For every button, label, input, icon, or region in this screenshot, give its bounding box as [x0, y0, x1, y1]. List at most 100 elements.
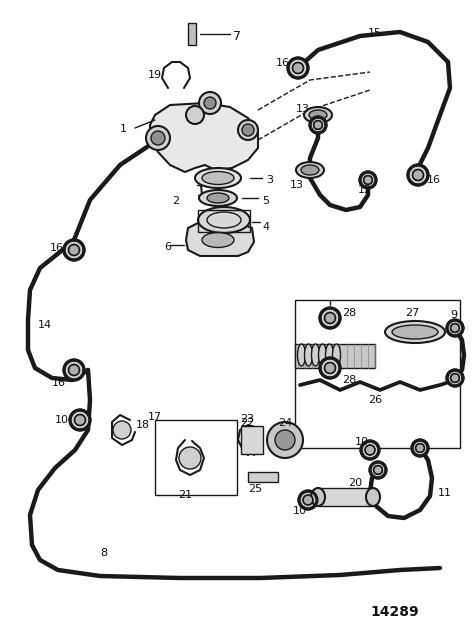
Circle shape	[64, 240, 84, 260]
Circle shape	[186, 106, 204, 124]
Ellipse shape	[392, 325, 438, 339]
Ellipse shape	[326, 344, 334, 366]
Text: 24: 24	[278, 418, 292, 428]
Text: 10: 10	[293, 506, 307, 516]
Text: 12: 12	[358, 185, 372, 195]
Circle shape	[303, 495, 313, 505]
Circle shape	[374, 466, 383, 475]
Polygon shape	[186, 222, 254, 256]
Text: 25: 25	[248, 484, 262, 494]
Ellipse shape	[207, 193, 229, 203]
Ellipse shape	[301, 165, 319, 175]
Circle shape	[204, 97, 216, 109]
Ellipse shape	[195, 168, 241, 188]
Ellipse shape	[385, 321, 445, 343]
Text: 16: 16	[50, 243, 64, 253]
Circle shape	[370, 462, 386, 478]
Ellipse shape	[202, 233, 234, 248]
Ellipse shape	[366, 488, 380, 506]
Circle shape	[70, 410, 90, 430]
Ellipse shape	[319, 344, 327, 366]
Ellipse shape	[298, 344, 306, 366]
Circle shape	[364, 176, 373, 184]
Text: 22: 22	[240, 418, 254, 428]
Circle shape	[275, 430, 295, 450]
Text: 28: 28	[342, 375, 356, 385]
Circle shape	[69, 364, 80, 376]
Circle shape	[74, 414, 85, 426]
Circle shape	[360, 172, 376, 188]
Text: 10: 10	[55, 415, 69, 425]
Circle shape	[365, 445, 375, 455]
Circle shape	[412, 169, 423, 181]
Text: 5: 5	[262, 196, 269, 206]
Circle shape	[151, 131, 165, 145]
Text: 1: 1	[120, 124, 127, 134]
Circle shape	[451, 374, 459, 382]
Circle shape	[447, 370, 463, 386]
Text: 6: 6	[164, 242, 171, 252]
Circle shape	[146, 126, 170, 150]
Ellipse shape	[309, 110, 327, 120]
Text: 10: 10	[355, 437, 369, 447]
Circle shape	[242, 124, 254, 136]
Circle shape	[288, 58, 308, 78]
Text: 15: 15	[368, 28, 382, 38]
Ellipse shape	[296, 162, 324, 178]
Circle shape	[325, 362, 336, 374]
Circle shape	[310, 117, 326, 133]
Circle shape	[447, 320, 463, 336]
Ellipse shape	[202, 172, 234, 184]
Circle shape	[267, 422, 303, 458]
Circle shape	[299, 491, 317, 509]
Text: 9: 9	[450, 310, 457, 320]
Bar	[241, 426, 263, 454]
Text: 8: 8	[100, 548, 107, 558]
Circle shape	[361, 441, 379, 459]
Text: 17: 17	[148, 412, 162, 422]
Circle shape	[320, 308, 340, 328]
Text: 4: 4	[262, 222, 269, 232]
Ellipse shape	[198, 207, 250, 233]
Text: 26: 26	[368, 395, 382, 405]
Bar	[295, 344, 375, 368]
Text: 14: 14	[38, 320, 52, 330]
Ellipse shape	[311, 344, 319, 366]
Text: 7: 7	[233, 30, 241, 43]
Ellipse shape	[304, 344, 312, 366]
Ellipse shape	[311, 488, 325, 506]
Text: 16: 16	[427, 175, 441, 185]
Bar	[155, 420, 237, 495]
Bar	[198, 210, 250, 232]
Text: 19: 19	[148, 70, 162, 80]
Circle shape	[238, 120, 258, 140]
Circle shape	[320, 358, 340, 378]
Text: 27: 27	[405, 308, 419, 318]
Bar	[188, 23, 196, 45]
Ellipse shape	[304, 107, 332, 123]
Text: 16: 16	[52, 378, 66, 388]
Text: 11: 11	[438, 488, 452, 498]
Bar	[295, 300, 460, 448]
Circle shape	[64, 360, 84, 380]
Text: 28: 28	[342, 308, 356, 318]
Circle shape	[69, 245, 80, 255]
Circle shape	[412, 440, 428, 456]
Text: 2: 2	[172, 196, 179, 206]
Text: 16: 16	[276, 58, 290, 68]
Circle shape	[408, 165, 428, 185]
Text: 21: 21	[178, 490, 192, 500]
Circle shape	[314, 120, 322, 129]
Text: 3: 3	[266, 175, 273, 185]
Polygon shape	[150, 103, 258, 172]
Circle shape	[416, 443, 424, 453]
Text: 23: 23	[240, 414, 254, 424]
Text: 18: 18	[136, 420, 150, 430]
Text: 13: 13	[290, 180, 304, 190]
Circle shape	[179, 447, 201, 469]
Text: 20: 20	[348, 478, 362, 488]
Circle shape	[451, 324, 459, 332]
Circle shape	[199, 92, 221, 114]
Ellipse shape	[199, 190, 237, 206]
Ellipse shape	[332, 344, 340, 366]
